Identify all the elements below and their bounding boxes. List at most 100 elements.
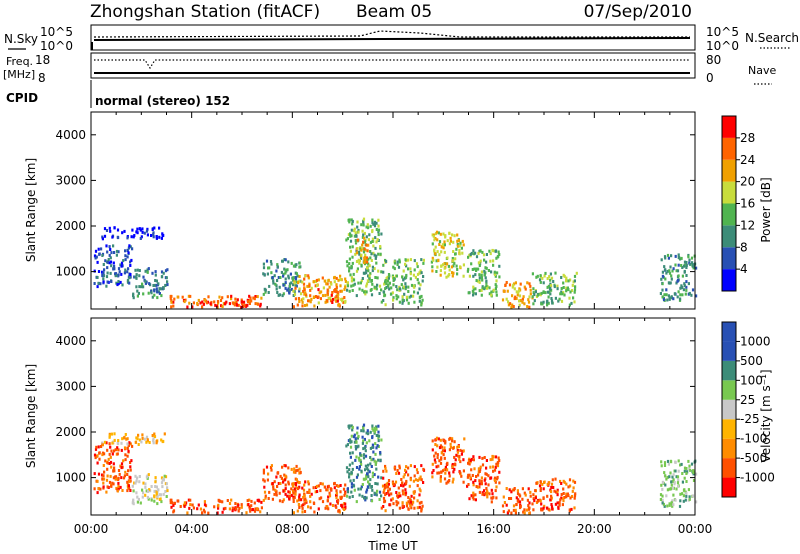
range-cell: [93, 254, 97, 258]
range-cell: [472, 252, 475, 256]
range-cell: [388, 281, 391, 285]
range-cell: [683, 476, 686, 480]
range-cell: [326, 505, 329, 509]
freq-tick-lo: 8: [38, 71, 46, 85]
range-cell: [117, 448, 120, 452]
range-cell: [205, 301, 208, 305]
range-cell: [132, 294, 135, 298]
range-cell: [135, 436, 138, 440]
range-cell: [456, 445, 459, 449]
range-cell: [485, 286, 489, 290]
range-cell: [102, 263, 105, 266]
range-cell: [435, 270, 438, 273]
range-cell: [668, 271, 672, 275]
range-cell: [288, 494, 291, 498]
range-cell: [373, 428, 376, 432]
range-cell: [151, 434, 154, 437]
range-cell: [405, 295, 408, 299]
range-cell: [282, 478, 285, 482]
range-cell: [449, 236, 452, 240]
range-cell: [349, 445, 353, 449]
range-cell: [248, 294, 251, 298]
range-cell: [550, 505, 554, 509]
range-cell: [492, 495, 495, 499]
range-cell: [437, 259, 440, 263]
range-cell: [472, 249, 475, 253]
range-cell: [393, 261, 397, 265]
range-cell: [492, 259, 495, 263]
range-cell: [376, 482, 379, 486]
range-cell: [143, 437, 146, 441]
range-cell: [97, 472, 101, 476]
range-cell: [299, 279, 302, 283]
range-cell: [268, 490, 271, 494]
range-cell: [348, 463, 351, 467]
range-cell: [572, 479, 575, 483]
range-cell: [357, 228, 360, 232]
range-cell: [361, 441, 364, 445]
range-cell: [222, 302, 225, 306]
range-cell: [559, 479, 562, 483]
range-cell: [316, 284, 319, 287]
range-cell: [370, 293, 374, 297]
range-cell: [485, 492, 489, 496]
range-cell: [539, 486, 542, 490]
range-cell: [317, 301, 320, 305]
range-cell: [384, 464, 387, 468]
range-cell: [462, 263, 465, 267]
range-cell: [288, 282, 292, 286]
range-cell: [106, 280, 109, 284]
range-cell: [367, 274, 370, 278]
range-cell: [253, 509, 257, 513]
range-cell: [510, 305, 513, 309]
range-cell: [354, 239, 357, 242]
colorbar-segment: [722, 269, 736, 291]
range-cell: [665, 271, 668, 275]
range-cell: [166, 486, 169, 490]
range-cell: [151, 295, 154, 299]
range-cell: [478, 273, 481, 277]
range-cell: [120, 272, 123, 276]
range-cell: [404, 488, 407, 492]
range-cell: [112, 476, 115, 480]
range-cell: [307, 505, 310, 509]
range-cell: [332, 297, 335, 301]
range-cell: [490, 290, 493, 294]
range-cell: [416, 265, 419, 269]
range-cell: [487, 269, 490, 272]
range-cell: [431, 439, 434, 443]
range-cell: [391, 497, 394, 501]
range-cell: [141, 488, 144, 492]
range-cell: [127, 267, 130, 271]
range-cell: [535, 275, 538, 279]
range-cell: [312, 280, 315, 284]
range-cell: [263, 479, 266, 483]
x-tick-label: 04:00: [174, 522, 209, 536]
range-cell: [344, 502, 347, 506]
range-cell: [493, 468, 497, 472]
range-cell: [405, 470, 408, 474]
range-cell: [277, 482, 280, 485]
range-cell: [119, 280, 122, 284]
range-cell: [467, 291, 470, 295]
range-cell: [346, 237, 349, 241]
range-cell: [354, 241, 358, 245]
range-cell: [196, 507, 199, 511]
colorbar-segment: [722, 438, 736, 459]
range-cell: [392, 482, 395, 486]
range-cell: [366, 485, 369, 489]
range-cell: [409, 498, 412, 502]
colorbar-segment: [722, 341, 736, 361]
range-cell: [303, 502, 306, 506]
range-cell: [286, 268, 289, 272]
range-cell: [362, 217, 366, 221]
range-cell: [483, 258, 486, 262]
range-cell: [357, 444, 360, 448]
range-cell: [418, 296, 422, 300]
range-cell: [110, 432, 113, 436]
range-cell: [333, 481, 336, 485]
range-cell: [455, 453, 458, 457]
range-cell: [554, 477, 557, 481]
range-cell: [117, 282, 120, 286]
